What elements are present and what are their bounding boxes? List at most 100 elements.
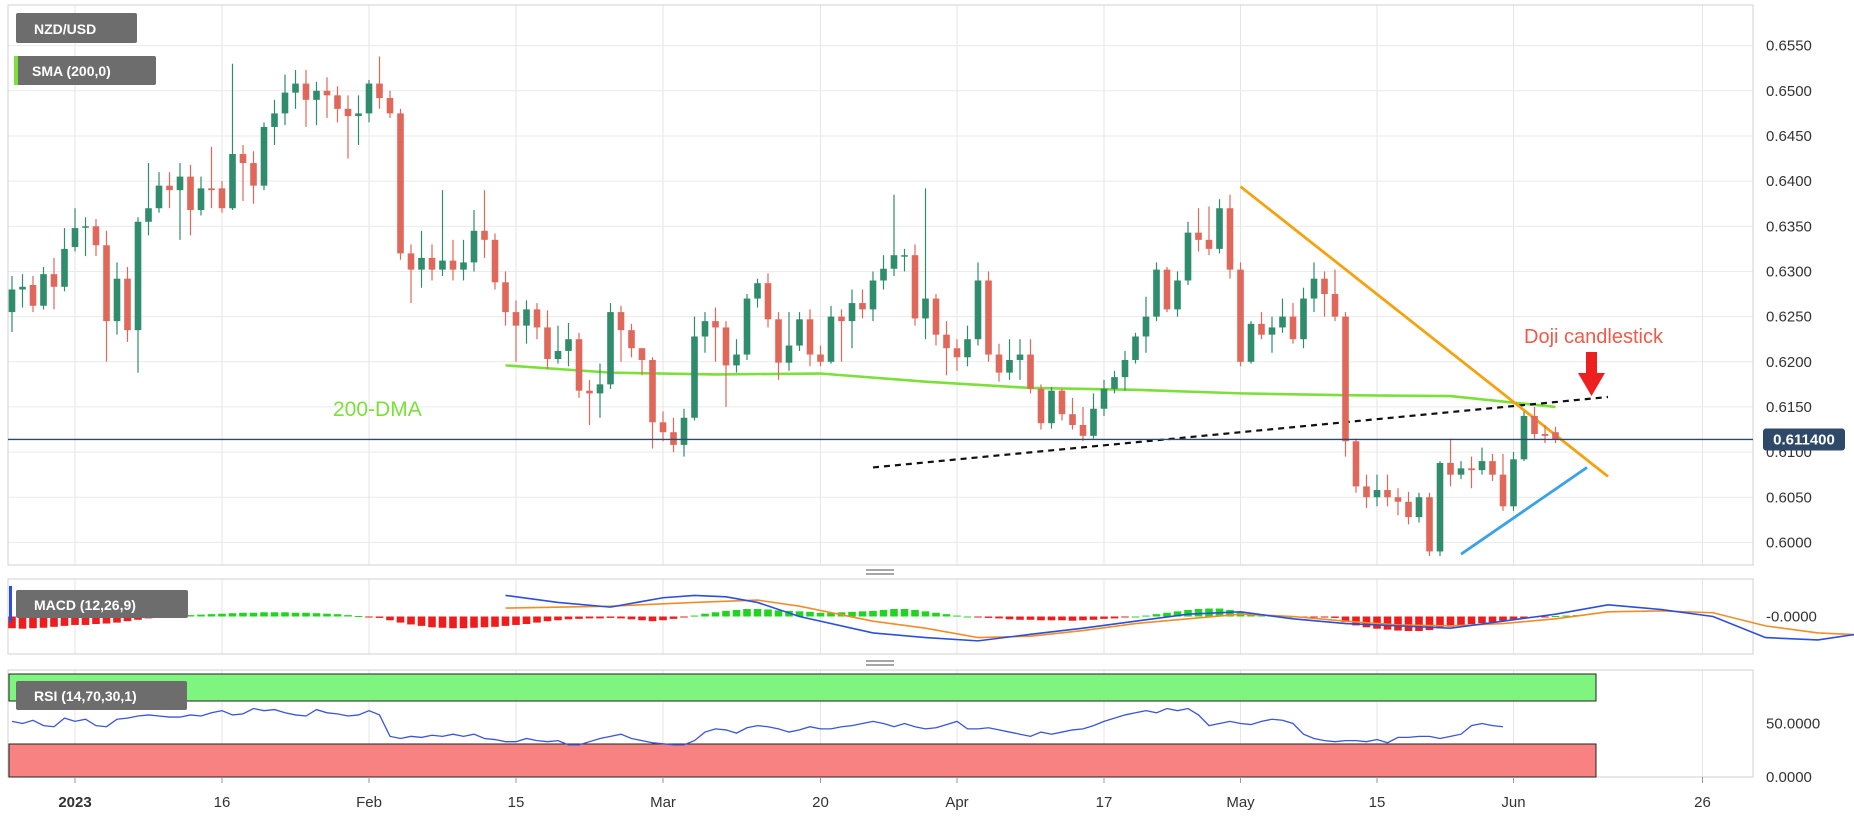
macd-histogram-bar xyxy=(1163,612,1171,617)
candlestick xyxy=(1531,406,1538,439)
pane-resize-handle[interactable] xyxy=(866,569,894,575)
candle-body xyxy=(40,274,47,306)
candlestick xyxy=(901,248,908,272)
macd-histogram-bar xyxy=(858,611,867,617)
candlestick xyxy=(565,322,572,367)
candlestick xyxy=(344,95,352,159)
candle-body xyxy=(1541,434,1549,436)
candle-body xyxy=(890,255,898,269)
candle-body xyxy=(1111,377,1118,389)
y-tick-label: 0.6250 xyxy=(1766,309,1812,326)
rising-trendline-dashed xyxy=(872,395,1609,469)
candle-body xyxy=(1384,490,1391,498)
candle-body xyxy=(302,83,310,100)
candlestick xyxy=(638,348,646,376)
candle-body xyxy=(565,339,572,351)
macd-histogram-bar xyxy=(848,611,856,617)
candle-body xyxy=(218,188,226,209)
candle-body xyxy=(470,230,478,263)
macd-histogram-bar xyxy=(1194,609,1203,617)
y-tick-label: 0.6350 xyxy=(1766,218,1812,235)
candle-body xyxy=(1373,490,1381,498)
macd-histogram-bar xyxy=(1373,616,1381,629)
candlestick xyxy=(250,151,257,204)
candle-body xyxy=(922,298,929,319)
candle-body xyxy=(764,283,772,320)
candle-body xyxy=(880,268,887,281)
candlestick xyxy=(229,63,236,211)
candle-body xyxy=(1258,323,1265,335)
macd-histogram-bar xyxy=(942,614,951,617)
candlestick xyxy=(1426,492,1433,556)
macd-histogram-bar xyxy=(344,615,352,617)
candle-body xyxy=(1142,316,1150,337)
candle-body xyxy=(733,354,740,366)
candle-body xyxy=(1468,468,1475,471)
candlestick xyxy=(607,303,614,389)
candle-body xyxy=(680,417,688,445)
macd-histogram-bar xyxy=(680,616,688,618)
candle-body xyxy=(449,260,457,270)
candle-body xyxy=(995,354,1003,373)
candle-body xyxy=(607,312,614,385)
candlestick xyxy=(1321,271,1328,317)
candle-body xyxy=(344,108,352,117)
candle-body xyxy=(460,262,467,270)
macd-histogram-bar xyxy=(1142,615,1150,617)
candlestick xyxy=(1363,474,1370,509)
macd-histogram-bar xyxy=(186,615,195,617)
candle-body xyxy=(386,98,394,114)
candlestick xyxy=(334,86,341,123)
candlestick xyxy=(733,339,740,373)
rsi-badge[interactable]: RSI (14,70,30,1) xyxy=(16,681,187,710)
symbol-badge[interactable]: NZD/USD xyxy=(16,13,137,43)
macd-histogram-bar xyxy=(1457,616,1465,626)
x-tick-label: 26 xyxy=(1694,794,1711,811)
candlestick xyxy=(376,56,383,109)
candle-body xyxy=(418,257,425,270)
macd-histogram-bar xyxy=(911,609,919,617)
candle-body xyxy=(586,390,593,394)
candle-body xyxy=(901,255,908,257)
candle-body xyxy=(428,257,436,270)
macd-histogram-bar xyxy=(690,615,699,617)
candle-body xyxy=(260,126,268,186)
macd-histogram-bar xyxy=(249,612,258,617)
candle-body xyxy=(1415,497,1423,518)
candle-body xyxy=(292,83,299,93)
candlestick xyxy=(155,172,163,213)
pane-resize-handle[interactable] xyxy=(866,660,894,666)
rsi-overbought-zone xyxy=(8,673,1597,702)
candlestick xyxy=(1006,339,1013,380)
candle-body xyxy=(628,330,635,349)
candle-body xyxy=(649,359,656,423)
candle-body xyxy=(1216,208,1223,249)
macd-histogram-bar xyxy=(974,616,982,618)
candlestick xyxy=(1132,332,1139,364)
candle-body xyxy=(481,230,488,240)
candlestick xyxy=(1447,438,1454,487)
macd-histogram-bar xyxy=(407,616,415,625)
macd-histogram-bar xyxy=(627,616,636,620)
candle-body xyxy=(932,298,940,335)
macd-histogram-bar xyxy=(428,616,436,628)
macd-histogram-bar xyxy=(92,616,100,624)
candlestick xyxy=(1394,488,1402,516)
candle-body xyxy=(1352,441,1360,487)
candle-body xyxy=(817,354,824,362)
candle-body xyxy=(365,83,373,114)
candle-body xyxy=(659,422,667,433)
candle-body xyxy=(1132,336,1139,360)
candle-body xyxy=(155,185,163,209)
sma-badge[interactable]: SMA (200,0) xyxy=(14,56,156,85)
candle-body xyxy=(1163,269,1171,310)
macd-histogram-bar xyxy=(743,609,751,617)
candlestick xyxy=(1090,393,1097,439)
candlestick xyxy=(407,244,415,304)
macd-histogram-bar xyxy=(533,616,541,623)
macd-histogram-bar xyxy=(554,616,562,621)
macd-badge[interactable]: MACD (12,26,9) xyxy=(16,590,188,618)
candle-body xyxy=(743,298,751,355)
y-tick-label: 0.6050 xyxy=(1766,489,1812,506)
candle-body xyxy=(1310,278,1318,299)
